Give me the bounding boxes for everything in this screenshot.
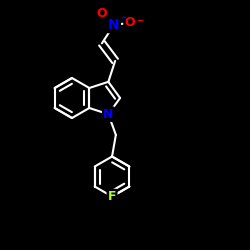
Text: N: N <box>108 18 120 32</box>
Text: O: O <box>97 8 108 20</box>
Text: F: F <box>108 190 116 203</box>
Text: N: N <box>103 108 114 121</box>
Text: +: + <box>120 15 126 21</box>
Text: O: O <box>124 16 135 30</box>
Text: −: − <box>136 16 143 26</box>
